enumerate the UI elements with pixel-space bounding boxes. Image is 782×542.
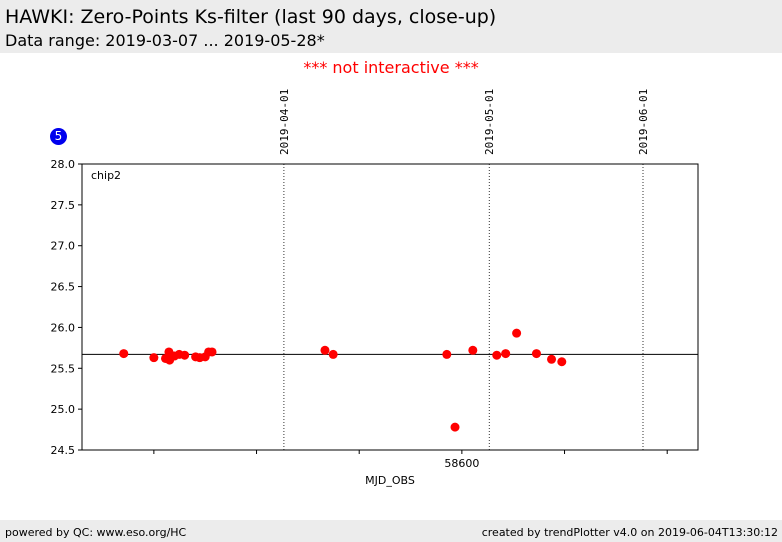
panel-label: chip2 bbox=[91, 169, 121, 182]
date-label: 2019-06-01 bbox=[637, 89, 650, 155]
x-axis-label: MJD_OBS bbox=[365, 474, 415, 487]
y-axis-ticks: 24.5 25.0 25.5 26.0 26.5 27.0 27.5 28.0 bbox=[51, 158, 82, 457]
data-point bbox=[207, 347, 217, 357]
data-point bbox=[149, 353, 159, 363]
date-label: 2019-05-01 bbox=[483, 89, 496, 155]
y-tick-label: 27.0 bbox=[51, 240, 76, 253]
data-point bbox=[180, 350, 190, 360]
x-axis-ticks: 58600 bbox=[153, 450, 668, 470]
y-tick-label: 25.0 bbox=[51, 403, 76, 416]
data-point bbox=[557, 357, 567, 367]
y-tick-label: 25.5 bbox=[51, 362, 76, 375]
footer-created-by: created by trendPlotter v4.0 on 2019-06-… bbox=[481, 526, 778, 539]
footer-powered-by: powered by QC: www.eso.org/HC bbox=[5, 526, 187, 539]
data-point bbox=[320, 345, 330, 355]
plot-frame bbox=[81, 163, 699, 451]
header-band: HAWKI: Zero-Points Ks-filter (last 90 da… bbox=[0, 0, 782, 53]
page-title: HAWKI: Zero-Points Ks-filter (last 90 da… bbox=[5, 6, 497, 28]
data-points bbox=[119, 328, 567, 432]
data-point bbox=[450, 422, 460, 432]
date-labels: 2019-04-01 2019-05-01 2019-06-01 bbox=[278, 89, 650, 155]
y-tick-label: 26.5 bbox=[51, 281, 76, 294]
data-point bbox=[492, 350, 502, 360]
data-point bbox=[501, 349, 511, 359]
y-tick-label: 28.0 bbox=[51, 158, 76, 171]
date-label: 2019-04-01 bbox=[278, 89, 291, 155]
data-point bbox=[328, 349, 338, 359]
data-point bbox=[512, 328, 522, 338]
data-point bbox=[119, 349, 129, 359]
y-tick-label: 26.0 bbox=[51, 321, 76, 334]
data-range-subtitle: Data range: 2019-03-07 ... 2019-05-28* bbox=[5, 31, 325, 50]
x-tick-label: 58600 bbox=[444, 457, 479, 470]
y-tick-label: 27.5 bbox=[51, 199, 76, 212]
y-tick-label: 24.5 bbox=[51, 444, 76, 457]
footer-band: powered by QC: www.eso.org/HC created by… bbox=[0, 520, 782, 542]
not-interactive-notice: *** not interactive *** bbox=[303, 58, 479, 77]
data-point bbox=[442, 349, 452, 359]
data-point bbox=[531, 349, 541, 359]
panel-number-badge: 5 bbox=[50, 128, 67, 145]
date-marker-lines bbox=[283, 164, 644, 450]
data-point bbox=[468, 345, 478, 355]
data-point bbox=[547, 354, 557, 364]
